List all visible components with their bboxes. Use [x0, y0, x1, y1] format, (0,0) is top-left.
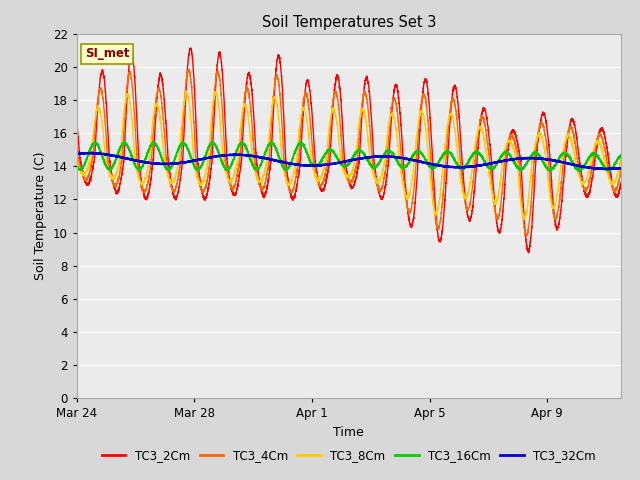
TC3_8Cm: [174, 159, 182, 165]
TC3_4Cm: [401, 190, 409, 196]
TC3_8Cm: [401, 192, 409, 197]
TC3_2Cm: [156, 73, 164, 79]
TC3_8Cm: [520, 217, 528, 223]
TC3_8Cm: [237, 121, 245, 127]
TC3_4Cm: [174, 176, 182, 182]
TC3_32Cm: [187, 158, 195, 164]
TC3_2Cm: [174, 190, 182, 196]
Line: TC3_16Cm: TC3_16Cm: [77, 142, 621, 171]
TC3_8Cm: [156, 112, 164, 118]
TC3_4Cm: [237, 135, 245, 141]
TC3_16Cm: [237, 140, 245, 146]
TC3_4Cm: [187, 76, 195, 82]
TC3_4Cm: [281, 163, 289, 168]
TC3_2Cm: [281, 132, 289, 138]
TC3_16Cm: [401, 164, 409, 169]
TC3_16Cm: [156, 150, 164, 156]
TC3_8Cm: [187, 116, 195, 121]
TC3_8Cm: [182, 88, 190, 94]
TC3_8Cm: [617, 157, 625, 163]
TC3_4Cm: [156, 89, 164, 95]
TC3_16Cm: [73, 163, 81, 168]
TC3_2Cm: [401, 180, 409, 186]
TC3_8Cm: [281, 170, 289, 176]
TC3_16Cm: [605, 168, 612, 174]
Line: TC3_8Cm: TC3_8Cm: [77, 91, 621, 220]
X-axis label: Time: Time: [333, 426, 364, 439]
TC3_2Cm: [73, 120, 81, 126]
TC3_16Cm: [281, 167, 289, 172]
Legend: TC3_2Cm, TC3_4Cm, TC3_8Cm, TC3_16Cm, TC3_32Cm: TC3_2Cm, TC3_4Cm, TC3_8Cm, TC3_16Cm, TC3…: [97, 444, 600, 467]
Y-axis label: Soil Temperature (C): Soil Temperature (C): [34, 152, 47, 280]
TC3_4Cm: [617, 168, 625, 173]
TC3_32Cm: [88, 150, 95, 156]
TC3_16Cm: [174, 147, 182, 153]
TC3_32Cm: [617, 165, 625, 171]
TC3_4Cm: [73, 142, 81, 148]
TC3_32Cm: [401, 156, 409, 161]
TC3_8Cm: [73, 159, 81, 165]
Title: Soil Temperatures Set 3: Soil Temperatures Set 3: [262, 15, 436, 30]
TC3_2Cm: [617, 180, 625, 186]
TC3_2Cm: [237, 160, 245, 166]
Line: TC3_2Cm: TC3_2Cm: [77, 48, 621, 253]
Line: TC3_32Cm: TC3_32Cm: [77, 153, 621, 169]
TC3_4Cm: [523, 233, 531, 239]
TC3_16Cm: [179, 139, 187, 144]
TC3_32Cm: [600, 167, 608, 172]
TC3_32Cm: [281, 159, 289, 165]
TC3_2Cm: [525, 250, 532, 256]
TC3_32Cm: [156, 161, 164, 167]
TC3_32Cm: [237, 152, 245, 158]
TC3_32Cm: [73, 151, 81, 156]
Line: TC3_4Cm: TC3_4Cm: [77, 70, 621, 236]
TC3_4Cm: [185, 67, 193, 72]
TC3_16Cm: [187, 154, 195, 160]
TC3_16Cm: [617, 153, 625, 159]
TC3_2Cm: [186, 45, 194, 51]
TC3_2Cm: [187, 46, 195, 52]
TC3_32Cm: [174, 160, 182, 166]
Text: SI_met: SI_met: [85, 48, 129, 60]
